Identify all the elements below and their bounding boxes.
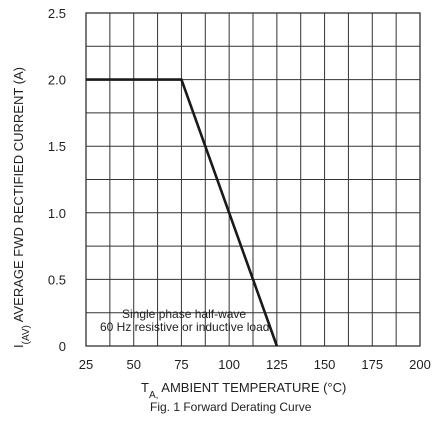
- x-axis-title-symbol: T: [141, 380, 149, 395]
- y-tick-label: 0.5: [48, 272, 66, 287]
- x-tick-label: 25: [79, 357, 93, 372]
- y-tick-label: 2.5: [48, 6, 66, 21]
- y-tick-label: 0: [59, 339, 66, 354]
- y-axis-title: I(AV) AVERAGE FWD RECTIFIED CURRENT (A): [11, 67, 32, 348]
- x-axis-title-text: AMBIENT TEMPERATURE (°C): [158, 380, 346, 395]
- annotation-line-1: Single phase half-wave: [122, 307, 246, 321]
- y-axis-title-symbol: I: [11, 344, 26, 348]
- x-axis-title: TA, AMBIENT TEMPERATURE (°C): [141, 380, 346, 401]
- tick-labels: 25 50 75 100 125 150 175 200 0 0.5 1.0 1.5 2.0 2.5: [48, 6, 431, 372]
- y-axis-title-subscript: (AV): [21, 325, 32, 344]
- y-axis-title-text: AVERAGE FWD RECTIFIED CURRENT (A): [11, 67, 26, 325]
- grid: [85, 12, 421, 347]
- figure-caption: Fig. 1 Forward Derating Curve: [150, 400, 312, 414]
- x-axis-title-subscript: A,: [149, 390, 158, 401]
- x-tick-label: 125: [266, 357, 288, 372]
- annotation-line-2: 60 Hz resistive or inductive load: [100, 320, 269, 334]
- series-layer: [85, 78, 279, 347]
- x-tick-label: 150: [314, 357, 336, 372]
- y-tick-label: 1.5: [48, 139, 66, 154]
- x-tick-label: 200: [409, 357, 431, 372]
- x-tick-label: 175: [361, 357, 383, 372]
- x-tick-label: 75: [174, 357, 188, 372]
- x-tick-label: 50: [126, 357, 140, 372]
- y-tick-label: 1.0: [48, 206, 66, 221]
- x-tick-label: 100: [218, 357, 240, 372]
- y-tick-label: 2.0: [48, 73, 66, 88]
